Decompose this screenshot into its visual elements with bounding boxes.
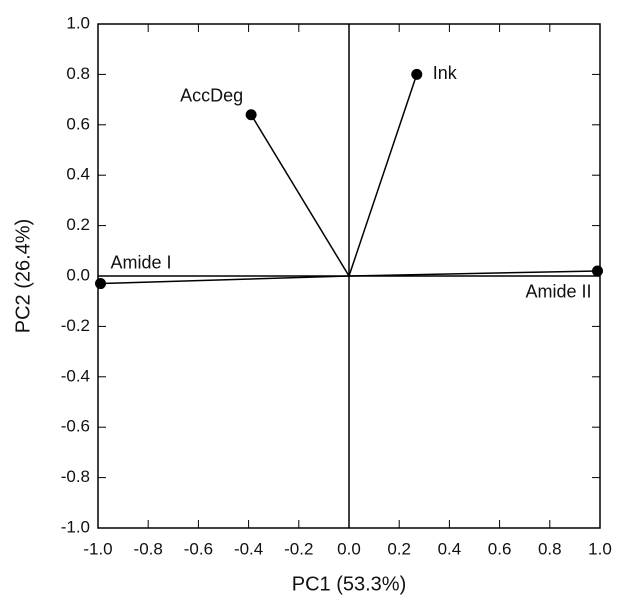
point [95,278,107,290]
point [245,109,257,121]
loading-vector [348,74,418,277]
y-axis-title: PC2 (26.4%) [12,219,34,334]
y-tick-label: -0.8 [61,467,90,486]
y-tick-label: 0.8 [66,64,90,83]
y-tick-label: 0.0 [66,265,90,284]
loading-vector [250,114,350,277]
x-tick-label: 1.0 [588,539,612,558]
x-axis-title: PC1 (53.3%) [292,573,407,595]
y-tick-label: 0.4 [66,165,90,184]
x-tick-label: -0.2 [284,539,313,558]
x-tick-label: 0.0 [337,539,361,558]
y-tick-label: -1.0 [61,517,90,536]
x-tick-label: 0.6 [488,539,512,558]
y-tick-label: -0.4 [61,366,90,385]
x-tick-label: 0.2 [387,539,411,558]
point [411,68,423,80]
loading-vector [348,270,598,277]
x-tick-label: 0.4 [438,539,462,558]
loading-vector [100,275,350,285]
x-tick-label: 0.8 [538,539,562,558]
plot-frame [97,23,601,529]
x-tick-label: -0.6 [184,539,213,558]
point-label: Amide II [525,282,591,302]
x-tick-label: -1.0 [83,539,112,558]
point-label: Ink [433,63,458,83]
y-tick-label: 0.2 [66,215,90,234]
y-tick-label: 1.0 [66,13,90,32]
x-tick-label: -0.4 [234,539,263,558]
x-tick-label: -0.8 [134,539,163,558]
point [591,265,603,277]
y-tick-label: -0.2 [61,316,90,335]
point-label: Amide I [111,252,172,272]
y-tick-label: -0.6 [61,417,90,436]
point-label: AccDeg [180,85,243,105]
y-tick-label: 0.6 [66,114,90,133]
